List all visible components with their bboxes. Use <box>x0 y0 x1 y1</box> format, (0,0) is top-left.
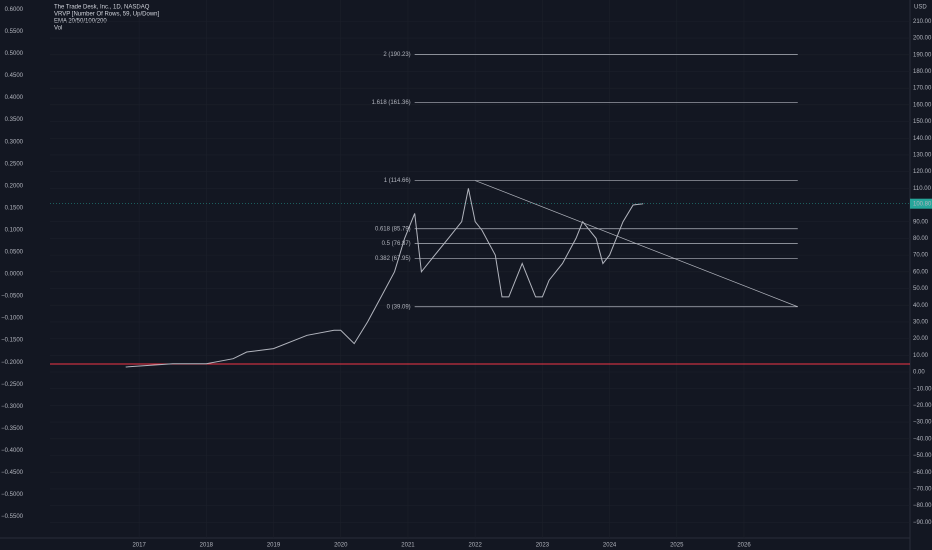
trend-line <box>475 180 798 308</box>
y-tick-label: 200.00 <box>913 36 932 42</box>
last-price-box <box>910 198 932 209</box>
indicator-label: Vol <box>54 26 62 32</box>
y-tick-label: 70.00 <box>913 253 929 259</box>
y2-tick-label: 0.1500 <box>5 205 24 211</box>
y2-tick-label: 0.2500 <box>5 161 24 167</box>
fib-label: 2 (190.23) <box>383 52 410 58</box>
y2-tick-label: 0.5000 <box>5 51 24 57</box>
fib-label: 0.5 (76.87) <box>382 241 411 247</box>
y2-tick-label: 0.4500 <box>5 73 24 79</box>
y-tick-label: −30.00 <box>913 420 932 426</box>
y-tick-label: 20.00 <box>913 336 929 342</box>
y-tick-label: 120.00 <box>913 169 932 175</box>
y-tick-label: 180.00 <box>913 69 932 75</box>
y-tick-label: −50.00 <box>913 453 932 459</box>
y-tick-label: 30.00 <box>913 319 929 325</box>
y-tick-label: 210.00 <box>913 19 932 25</box>
x-tick-label: 2024 <box>603 543 617 549</box>
x-tick-label: 2018 <box>200 543 214 549</box>
y-tick-label: −70.00 <box>913 486 932 492</box>
y-tick-label: 50.00 <box>913 286 929 292</box>
x-tick-label: 2023 <box>536 543 550 549</box>
x-tick-label: 2021 <box>401 543 415 549</box>
y2-tick-label: −0.1500 <box>1 338 24 344</box>
indicator-label: VRVP [Number Of Rows, 59, Up/Down] <box>54 12 159 18</box>
x-tick-label: 2022 <box>468 543 482 549</box>
y2-tick-label: 0.2000 <box>5 183 24 189</box>
fib-label: 1 (114.66) <box>384 178 411 184</box>
y-tick-label: 150.00 <box>913 119 932 125</box>
y2-tick-label: −0.3500 <box>1 426 24 432</box>
y2-tick-label: 0.5500 <box>5 29 24 35</box>
y-tick-label: −90.00 <box>913 520 932 526</box>
y2-tick-label: −0.5500 <box>1 514 24 520</box>
y-tick-label: −80.00 <box>913 503 932 509</box>
price-line <box>125 188 644 368</box>
y-tick-label: 10.00 <box>913 353 929 359</box>
y-tick-label: −40.00 <box>913 436 932 442</box>
y-tick-label: 140.00 <box>913 136 932 142</box>
y2-tick-label: 0.6000 <box>5 7 24 13</box>
y-tick-label: 190.00 <box>913 52 932 58</box>
last-price-label: 100.80 <box>913 201 932 207</box>
y-tick-label: −20.00 <box>913 403 932 409</box>
y2-tick-label: 0.3500 <box>5 117 24 123</box>
y2-tick-label: 0.0500 <box>5 250 24 256</box>
y-tick-label: 160.00 <box>913 102 932 108</box>
y-tick-label: 40.00 <box>913 303 929 309</box>
x-tick-label: 2020 <box>334 543 348 549</box>
y-tick-label: 60.00 <box>913 269 929 275</box>
y2-tick-label: −0.3000 <box>1 404 24 410</box>
y-tick-label: −60.00 <box>913 470 932 476</box>
x-tick-label: 2026 <box>737 543 751 549</box>
y-tick-label: 0.00 <box>913 370 925 376</box>
y2-tick-label: 0.1000 <box>5 227 24 233</box>
y-tick-label: 80.00 <box>913 236 929 242</box>
y2-tick-label: 0.4000 <box>5 95 24 101</box>
y-tick-label: 170.00 <box>913 86 932 92</box>
y2-tick-label: 0.3000 <box>5 139 24 145</box>
y2-tick-label: −0.1000 <box>1 316 24 322</box>
y2-tick-label: −0.0500 <box>1 294 24 300</box>
x-tick-label: 2017 <box>132 543 146 549</box>
y2-tick-label: −0.4500 <box>1 470 24 476</box>
y-tick-label: 110.00 <box>913 186 932 192</box>
y-tick-label: −10.00 <box>913 386 932 392</box>
x-tick-label: 2019 <box>267 543 281 549</box>
y2-tick-label: −0.5000 <box>1 492 24 498</box>
y-tick-label: 90.00 <box>913 219 929 225</box>
y2-tick-label: 0.0000 <box>5 272 24 278</box>
x-tick-label: 2025 <box>670 543 684 549</box>
fib-label: 0 (39.09) <box>387 304 411 310</box>
fib-label: 0.618 (85.79) <box>375 226 411 232</box>
fib-label: 0.382 (67.95) <box>375 256 411 262</box>
y2-tick-label: −0.2500 <box>1 382 24 388</box>
y2-tick-label: −0.2000 <box>1 360 24 366</box>
currency-label[interactable]: USD <box>914 5 927 11</box>
symbol-title: The Trade Desk, Inc., 1D, NASDAQ <box>54 5 150 11</box>
y-tick-label: 130.00 <box>913 153 932 159</box>
y2-tick-label: −0.4000 <box>1 448 24 454</box>
fib-label: 1.618 (161.36) <box>372 100 411 106</box>
